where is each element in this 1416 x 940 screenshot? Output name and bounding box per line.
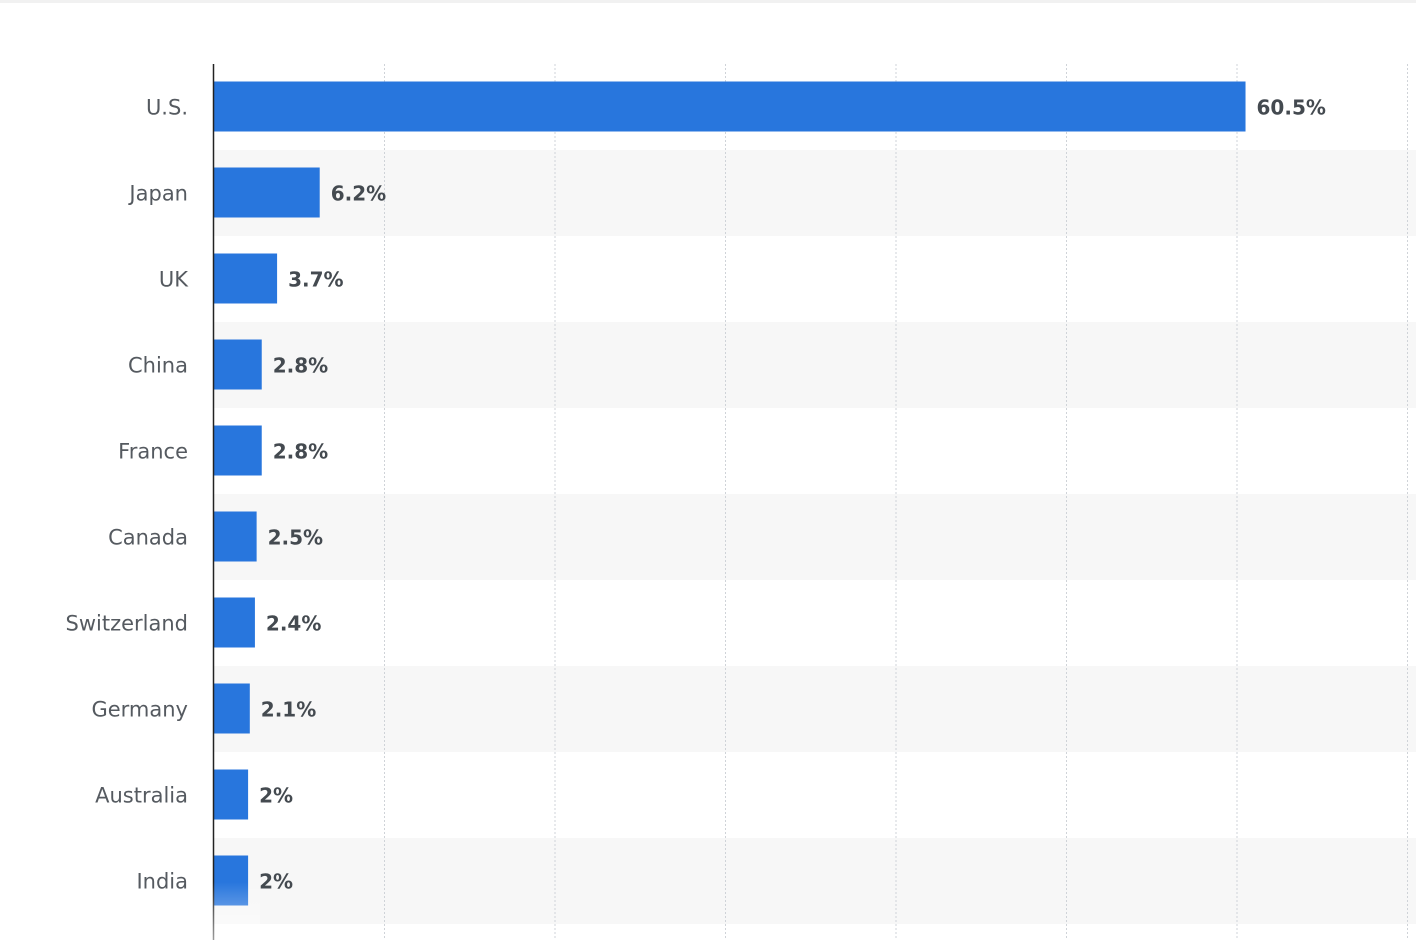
category-label: China	[128, 354, 188, 378]
bar[interactable]	[214, 597, 255, 648]
row-band	[214, 150, 1416, 236]
value-label: 2.4%	[266, 612, 321, 636]
row-bands	[214, 150, 1416, 924]
bar[interactable]	[214, 253, 278, 304]
bar[interactable]	[214, 339, 262, 390]
value-label: 2.8%	[273, 354, 328, 378]
category-label: Germany	[91, 698, 188, 722]
value-label: 2.5%	[268, 526, 323, 550]
category-label: France	[118, 440, 188, 464]
row-band	[214, 494, 1416, 580]
category-labels: U.S. Japan UK China France Canada Switzerland G…	[66, 96, 190, 894]
row-band	[214, 838, 1416, 924]
value-label: 3.7%	[288, 268, 343, 292]
category-label: Canada	[108, 526, 188, 550]
bar[interactable]	[214, 769, 249, 820]
bar[interactable]	[214, 511, 257, 562]
value-label: 6.2%	[331, 182, 386, 206]
bar[interactable]	[214, 81, 1246, 132]
category-label: UK	[159, 268, 189, 292]
value-label: 2.8%	[273, 440, 328, 464]
bars	[214, 81, 1246, 906]
bar[interactable]	[214, 855, 249, 906]
category-label: Australia	[95, 784, 188, 808]
category-label: Switzerland	[66, 612, 189, 636]
value-label: 2%	[259, 870, 293, 894]
value-label: 2%	[259, 784, 293, 808]
category-label: India	[136, 870, 188, 894]
bar[interactable]	[214, 683, 250, 734]
row-band	[214, 666, 1416, 752]
bar[interactable]	[214, 425, 262, 476]
chart-top-border	[0, 0, 1416, 3]
category-label: Japan	[127, 182, 188, 206]
value-label: 60.5%	[1257, 96, 1326, 120]
category-label: U.S.	[146, 96, 188, 120]
value-label: 2.1%	[261, 698, 316, 722]
row-band	[214, 322, 1416, 408]
value-labels: 60.5% 6.2% 3.7% 2.8% 2.8% 2.5% 2.4% 2.1% 2% 2%	[259, 96, 1326, 894]
bar[interactable]	[214, 167, 320, 218]
